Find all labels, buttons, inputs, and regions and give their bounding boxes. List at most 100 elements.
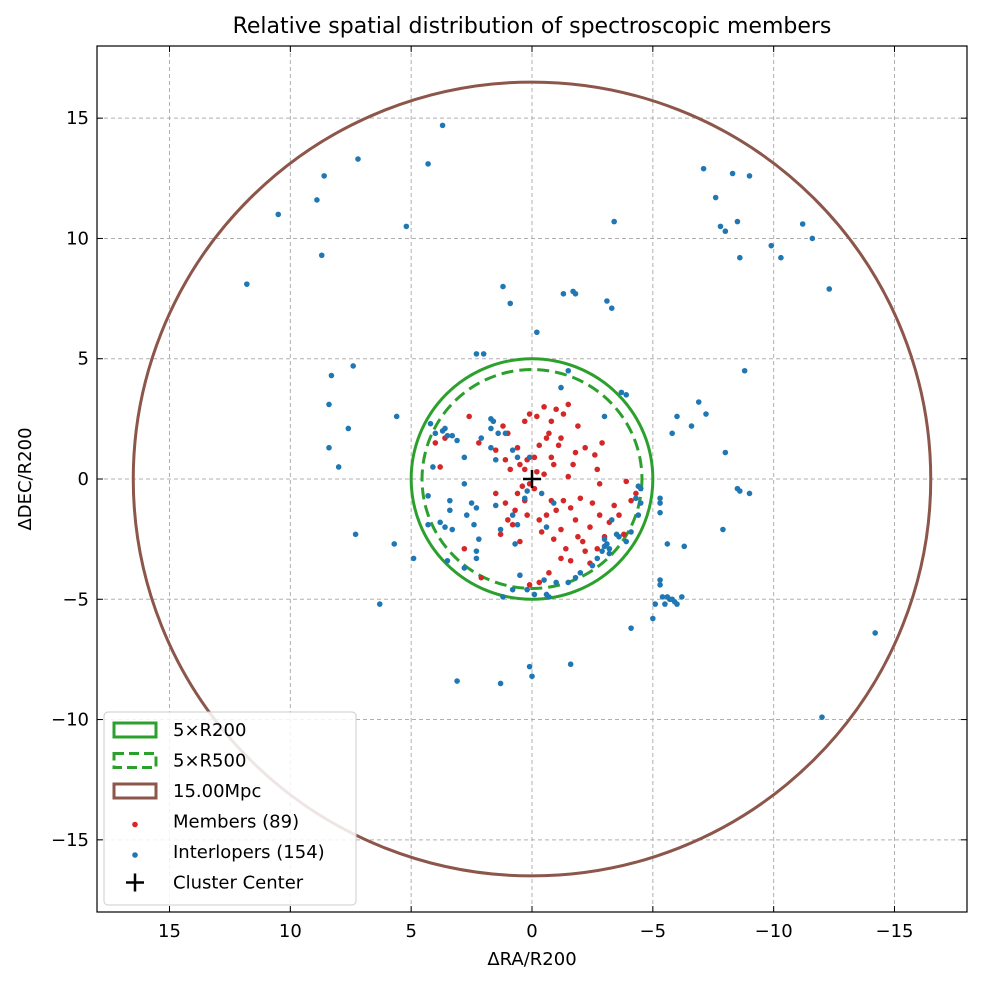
circle-5-r200 bbox=[409, 357, 655, 601]
interloper-point-152 bbox=[497, 680, 504, 687]
member-point-8 bbox=[507, 466, 514, 473]
member-point-60 bbox=[623, 478, 630, 485]
member-point-73 bbox=[478, 574, 485, 581]
axis-ticks: 15 10 5 0 −5 −10 −15 15 10 5 0 −5 −10 −15 bbox=[51, 46, 967, 942]
member-point-18 bbox=[500, 423, 506, 429]
interloper-point-120 bbox=[688, 423, 695, 429]
interloper-point-66 bbox=[514, 454, 521, 461]
interloper-point-115 bbox=[674, 601, 680, 607]
interloper-point-18 bbox=[700, 165, 707, 172]
interloper-point-155 bbox=[601, 543, 608, 550]
interloper-point-149 bbox=[529, 673, 535, 680]
interloper-point-27 bbox=[778, 254, 784, 261]
member-point-83 bbox=[538, 529, 545, 535]
interloper-point-131 bbox=[565, 367, 572, 374]
member-point-15 bbox=[570, 461, 576, 468]
interloper-point-56 bbox=[473, 505, 480, 511]
member-point-3 bbox=[534, 468, 540, 475]
interloper-point-158 bbox=[550, 500, 557, 506]
interloper-point-142 bbox=[463, 512, 470, 518]
interloper-point-119 bbox=[669, 430, 675, 437]
member-point-70 bbox=[497, 531, 504, 538]
interloper-point-70 bbox=[514, 521, 521, 528]
interloper-point-35 bbox=[326, 401, 332, 408]
interloper-point-105 bbox=[657, 577, 663, 583]
member-point-7 bbox=[519, 483, 526, 490]
member-point-20 bbox=[526, 411, 533, 417]
circle-5-r500 bbox=[420, 368, 644, 590]
interloper-point-101 bbox=[657, 500, 663, 506]
legend-15-00mpc-swatch bbox=[112, 782, 158, 800]
x-axis-label: ΔRA/R200 bbox=[487, 949, 576, 970]
interloper-point-151 bbox=[454, 678, 460, 684]
member-point-44 bbox=[514, 490, 521, 497]
interloper-point-43 bbox=[444, 432, 451, 439]
x-tick-label-5: −10 bbox=[755, 921, 793, 942]
interloper-point-128 bbox=[741, 367, 748, 374]
member-point-10 bbox=[548, 454, 555, 461]
interloper-point-25 bbox=[746, 173, 753, 179]
y-tick-label-6: −15 bbox=[51, 830, 89, 851]
legend-15-00mpc-label: 15.00Mpc bbox=[173, 781, 261, 802]
member-point-26 bbox=[565, 401, 572, 408]
interloper-point-58 bbox=[492, 502, 499, 509]
interloper-point-10 bbox=[507, 300, 514, 307]
member-point-56 bbox=[616, 512, 622, 518]
interloper-point-36 bbox=[345, 425, 352, 432]
interloper-point-53 bbox=[473, 555, 480, 562]
member-point-45 bbox=[492, 490, 499, 497]
interloper-point-79 bbox=[541, 577, 547, 583]
interloper-point-96 bbox=[637, 500, 644, 506]
member-point-42 bbox=[512, 507, 518, 514]
interloper-point-140 bbox=[437, 519, 443, 526]
member-point-50 bbox=[575, 533, 581, 540]
interloper-point-154 bbox=[819, 714, 825, 720]
interloper-point-14 bbox=[572, 290, 579, 297]
member-point-85 bbox=[567, 557, 574, 564]
member-point-71 bbox=[509, 521, 516, 528]
data-points bbox=[244, 122, 878, 720]
interloper-point-40 bbox=[427, 420, 434, 427]
interloper-point-16 bbox=[608, 305, 615, 312]
member-point-76 bbox=[437, 464, 443, 470]
member-point-61 bbox=[611, 502, 617, 509]
member-point-58 bbox=[628, 497, 634, 504]
interloper-point-135 bbox=[478, 435, 485, 441]
interloper-point-107 bbox=[652, 601, 659, 607]
member-point-75 bbox=[432, 440, 439, 446]
y-tick-label-0: 15 bbox=[66, 108, 89, 129]
member-point-59 bbox=[633, 490, 639, 497]
member-point-32 bbox=[596, 481, 603, 487]
interloper-point-150 bbox=[567, 661, 574, 668]
interloper-point-29 bbox=[809, 235, 816, 242]
interloper-point-106 bbox=[657, 582, 663, 588]
interloper-point-57 bbox=[471, 521, 477, 528]
y-tick-label-3: 0 bbox=[78, 469, 89, 490]
interloper-point-98 bbox=[637, 485, 644, 492]
member-point-35 bbox=[577, 495, 584, 502]
interloper-point-23 bbox=[734, 218, 741, 225]
interloper-point-81 bbox=[565, 579, 572, 586]
interloper-point-75 bbox=[500, 594, 506, 600]
interloper-point-31 bbox=[473, 351, 480, 357]
interloper-point-86 bbox=[599, 548, 605, 554]
interloper-point-7 bbox=[318, 252, 325, 259]
interloper-point-83 bbox=[577, 570, 584, 576]
member-point-82 bbox=[553, 406, 559, 413]
interloper-point-103 bbox=[681, 543, 688, 550]
interloper-point-11 bbox=[534, 329, 540, 336]
interloper-point-74 bbox=[509, 586, 516, 593]
member-point-12 bbox=[558, 435, 564, 441]
member-point-9 bbox=[502, 456, 509, 463]
y-tick-label-5: −10 bbox=[51, 710, 89, 731]
y-tick-label-2: 5 bbox=[78, 349, 89, 370]
y-axis-label: ΔDEC/R200 bbox=[15, 427, 36, 530]
member-point-19 bbox=[521, 418, 528, 425]
interloper-point-130 bbox=[618, 389, 625, 396]
interloper-point-28 bbox=[799, 221, 806, 227]
member-point-72 bbox=[461, 545, 468, 552]
interloper-point-104 bbox=[664, 541, 671, 547]
legend-5-r500-label: 5×R500 bbox=[173, 751, 246, 772]
legend-interlopers-154-marker bbox=[132, 852, 138, 858]
member-point-41 bbox=[524, 512, 530, 518]
